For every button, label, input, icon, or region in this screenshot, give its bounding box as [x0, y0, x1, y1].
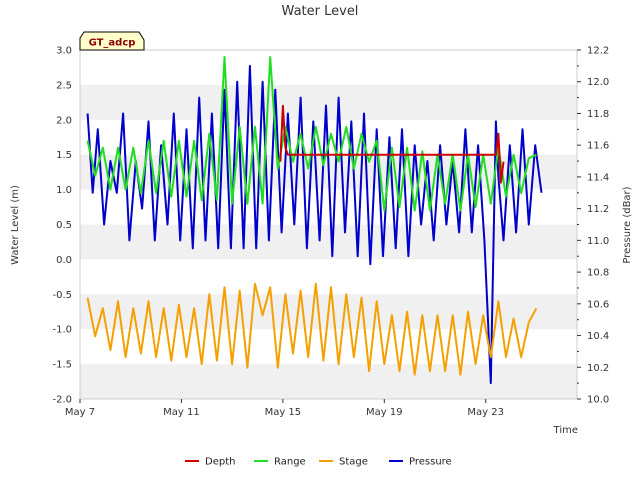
- y2-tick-label: 11.0: [587, 236, 609, 247]
- y-axis-label: Water Level (m): [10, 185, 21, 265]
- x-tick-label: May 19: [366, 407, 403, 418]
- legend-label-depth: Depth: [205, 457, 235, 468]
- y2-tick-label: 10.8: [587, 268, 609, 279]
- y2-tick-label: 11.2: [587, 204, 609, 215]
- series-line-pressure: [86, 64, 543, 385]
- y-tick-label: 3.0: [56, 46, 72, 57]
- x-tick-label: May 15: [265, 407, 302, 418]
- legend-label-pressure: Pressure: [409, 457, 452, 468]
- y2-axis-label: Pressure (dBar): [622, 186, 633, 263]
- y-tick-label: 0.0: [56, 255, 72, 266]
- y-tick-label: -0.5: [52, 290, 72, 301]
- y2-tick-label: 11.8: [587, 109, 609, 120]
- y2-tick-label: 11.4: [587, 172, 609, 183]
- y-tick-label: -2.0: [52, 395, 72, 406]
- site-badge: GT_adcp: [79, 31, 145, 51]
- series-line-range: [86, 56, 537, 212]
- y2-tick-label: 10.4: [587, 331, 609, 342]
- y-tick-label: -1.5: [52, 360, 72, 371]
- right-y-axis: 10.0 10.2 10.4 10.6 10.8 11.0 11.2 11.4 11.6 11.8…: [577, 46, 609, 406]
- legend-label-range: Range: [274, 457, 306, 468]
- y2-tick-label: 10.6: [587, 299, 609, 310]
- y-tick-label: 1.5: [56, 150, 72, 161]
- y2-tick-label: 12.0: [587, 77, 609, 88]
- chart-title: Water Level: [282, 4, 359, 19]
- y2-tick-label: 10.2: [587, 363, 609, 374]
- legend-label-stage: Stage: [339, 457, 368, 468]
- y-tick-label: 0.5: [56, 220, 72, 231]
- x-tick-label: May 23: [467, 407, 504, 418]
- site-badge-label: GT_adcp: [89, 38, 136, 49]
- series-line-depth: [279, 104, 505, 184]
- x-tick-label: May 7: [65, 407, 95, 418]
- grid-band: [80, 364, 577, 399]
- left-y-axis: -2.0 -1.5 -1.0 -0.5 0.0 0.5 1.0 1.5 2.0 2.5 3.0: [52, 46, 72, 406]
- legend: Depth Range Stage Pressure: [185, 457, 452, 468]
- x-tick-label: May 11: [163, 407, 200, 418]
- y2-tick-label: 12.2: [587, 46, 609, 57]
- y2-tick-label: 10.0: [587, 395, 609, 406]
- grid-band: [80, 84, 577, 120]
- y-tick-label: 1.0: [56, 185, 72, 196]
- x-axis: May 7 May 11 May 15 May 19 May 23: [65, 399, 504, 418]
- y2-tick-label: 11.6: [587, 141, 609, 152]
- x-axis-label: Time: [553, 425, 578, 436]
- y-tick-label: 2.5: [56, 80, 72, 91]
- y-tick-label: -1.0: [52, 325, 72, 336]
- y-tick-label: 2.0: [56, 115, 72, 126]
- series-layer: [86, 56, 543, 385]
- series-line-stage: [86, 282, 538, 376]
